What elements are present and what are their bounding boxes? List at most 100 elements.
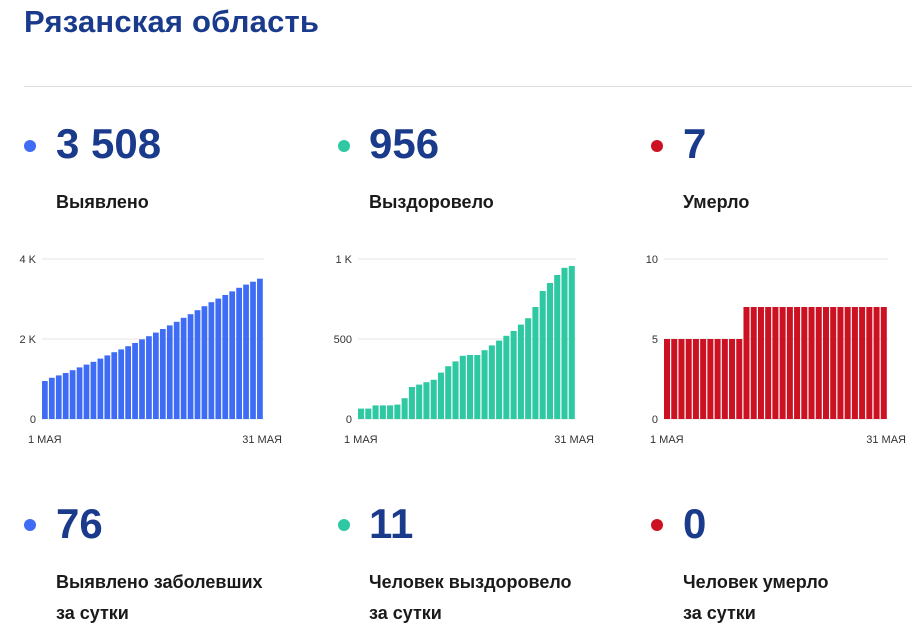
detected-daily-label-line1: Выявлено заболевших <box>56 572 263 592</box>
bar <box>118 349 125 419</box>
bar <box>104 355 111 419</box>
y-tick-label: 4 K <box>19 254 36 266</box>
detected-total-value: 3 508 <box>56 120 162 167</box>
bar <box>707 339 714 419</box>
bar <box>664 339 671 419</box>
bar <box>48 377 55 419</box>
bar <box>772 307 779 419</box>
deaths-cumulative-chart: 0 5 10 1 МАЯ 31 МАЯ <box>646 254 906 446</box>
recovered-daily-label-line2: за сутки <box>369 603 442 623</box>
y-tick-label: 10 <box>646 254 658 266</box>
y-tick-label: 1 K <box>335 254 352 266</box>
bar <box>794 307 801 419</box>
bar <box>257 278 263 419</box>
x-axis-end-label: 31 МАЯ <box>554 434 594 446</box>
bar <box>837 307 844 419</box>
bar <box>111 352 118 419</box>
bar <box>801 307 808 419</box>
deaths-daily-label-line2: за сутки <box>683 603 756 623</box>
bar <box>139 339 145 419</box>
bar <box>830 307 837 419</box>
bar <box>467 355 474 419</box>
bar <box>721 339 728 419</box>
bar <box>187 314 194 419</box>
bar <box>539 291 546 419</box>
bar <box>194 310 201 419</box>
bar <box>125 346 131 419</box>
bar <box>387 405 394 419</box>
bar <box>55 375 62 419</box>
y-tick-label: 0 <box>652 414 658 426</box>
header-divider <box>24 86 912 87</box>
bar <box>844 307 851 419</box>
bar <box>525 318 532 419</box>
bar <box>714 339 721 419</box>
deaths-daily-value: 0 <box>683 500 707 547</box>
page-title: Рязанская область <box>24 4 320 39</box>
bar <box>822 307 829 419</box>
bar <box>201 306 208 419</box>
green-dot-icon <box>338 519 350 531</box>
x-axis-end-label: 31 МАЯ <box>242 434 282 446</box>
bar <box>416 384 423 419</box>
y-tick-label: 5 <box>652 334 658 346</box>
bar <box>671 339 678 419</box>
bar <box>765 307 772 419</box>
deaths-total-value: 7 <box>683 120 707 167</box>
bar <box>69 370 76 419</box>
bar <box>379 405 386 419</box>
bar <box>692 339 699 419</box>
bar <box>401 398 408 419</box>
y-tick-label: 500 <box>334 334 352 346</box>
bar <box>873 307 880 419</box>
bar <box>866 307 873 419</box>
bar <box>229 291 236 419</box>
bar <box>132 343 138 419</box>
bar <box>503 335 510 419</box>
x-axis-start-label: 1 МАЯ <box>28 434 62 446</box>
recovered-daily-value: 11 <box>369 500 414 547</box>
bar <box>743 307 750 419</box>
bar <box>452 361 459 419</box>
bar <box>510 331 517 419</box>
bar <box>678 339 685 419</box>
x-axis-end-label: 31 МАЯ <box>866 434 906 446</box>
bar <box>250 281 256 419</box>
x-axis-start-label: 1 МАЯ <box>650 434 684 446</box>
bar <box>208 302 215 419</box>
bar <box>750 307 757 419</box>
bar <box>365 408 372 419</box>
bar <box>736 339 743 419</box>
recovered-daily-label-line1: Человек выздоровело <box>369 572 572 592</box>
detected-daily-label-line2: за сутки <box>56 603 129 623</box>
bar <box>90 361 97 419</box>
bar <box>488 345 495 419</box>
bar <box>372 405 379 419</box>
bar <box>173 321 180 419</box>
bar <box>474 355 481 419</box>
detected-total-label: Выявлено <box>56 192 149 212</box>
bar <box>83 364 90 419</box>
bar <box>685 339 692 419</box>
bar <box>880 307 887 419</box>
bar <box>358 408 365 419</box>
bar <box>554 275 561 419</box>
recovered-total-label: Выздоровело <box>369 192 494 212</box>
y-tick-label: 2 K <box>19 334 36 346</box>
bar <box>215 298 222 419</box>
recovered-total-value: 956 <box>369 120 440 167</box>
bar <box>851 307 858 419</box>
bar <box>757 307 764 419</box>
y-tick-label: 0 <box>30 414 36 426</box>
bar <box>517 324 524 419</box>
bar <box>568 266 575 419</box>
green-dot-icon <box>338 140 350 152</box>
bar <box>445 366 452 419</box>
bar <box>546 283 553 419</box>
bar <box>423 382 430 419</box>
bar <box>159 329 166 419</box>
y-tick-label: 0 <box>346 414 352 426</box>
bar <box>532 307 539 419</box>
deaths-daily-label-line1: Человек умерло <box>683 572 829 592</box>
bar <box>243 284 249 419</box>
